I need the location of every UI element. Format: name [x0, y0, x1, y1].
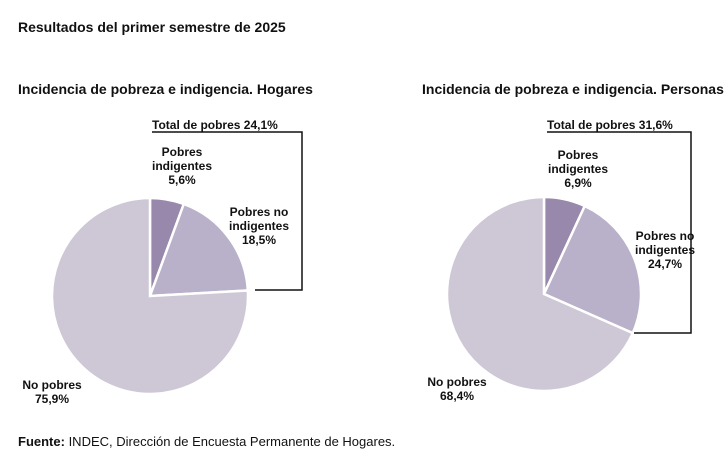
slice-label-line: Pobres no — [636, 229, 695, 243]
slice-label-line: 75,9% — [35, 392, 69, 406]
slice-label: No pobres 75,9% — [22, 378, 82, 406]
slice-label-line: Pobres no — [230, 205, 289, 219]
source-label: Fuente: — [18, 434, 65, 449]
slice-label-line: indigentes — [635, 243, 695, 257]
slice-label-line: 68,4% — [440, 389, 474, 403]
pie-chart-2: Incidencia de pobreza e indigencia. Pers… — [422, 81, 724, 403]
total-label: Total de pobres 31,6% — [547, 118, 673, 132]
total-label: Total de pobres 24,1% — [152, 118, 278, 132]
slice-label-line: No pobres — [427, 375, 487, 389]
slice-label-line: indigentes — [152, 159, 212, 173]
slice-label-line: 18,5% — [242, 233, 276, 247]
slice-label-line: indigentes — [229, 219, 289, 233]
slice-label-line: No pobres — [22, 378, 82, 392]
source-text: INDEC, Dirección de Encuesta Permanente … — [65, 434, 395, 449]
slice-label-line: 5,6% — [168, 173, 196, 187]
pie-slice — [148, 202, 250, 298]
pie-chart-1: Incidencia de pobreza e indigencia. Hoga… — [18, 81, 313, 406]
slice-label-line: Pobres — [558, 148, 599, 162]
source-note: Fuente: INDEC, Dirección de Encuesta Per… — [18, 434, 395, 449]
total-bracket — [547, 131, 692, 334]
slice-label: Pobres indigentes 5,6% — [152, 145, 212, 187]
total-bracket — [152, 131, 303, 291]
chart-title: Incidencia de pobreza e indigencia. Hoga… — [18, 81, 313, 97]
chart-title: Incidencia de pobreza e indigencia. Pers… — [422, 81, 724, 97]
slice-label-line: Pobres — [162, 145, 203, 159]
slice-label: Pobres indigentes 6,9% — [548, 148, 608, 190]
slice-label-line: indigentes — [548, 162, 608, 176]
pie-slice — [445, 195, 635, 393]
slice-label-line: 6,9% — [564, 176, 592, 190]
slice-label: Pobres no indigentes 18,5% — [229, 205, 289, 247]
slice-label: No pobres 68,4% — [427, 375, 487, 403]
pie-slice — [50, 196, 250, 396]
slice-label: Pobres no indigentes 24,7% — [635, 229, 695, 271]
pie-slice — [542, 204, 643, 335]
figure-heading: Resultados del primer semestre de 2025 — [18, 19, 286, 35]
slice-label-line: 24,7% — [648, 257, 682, 271]
